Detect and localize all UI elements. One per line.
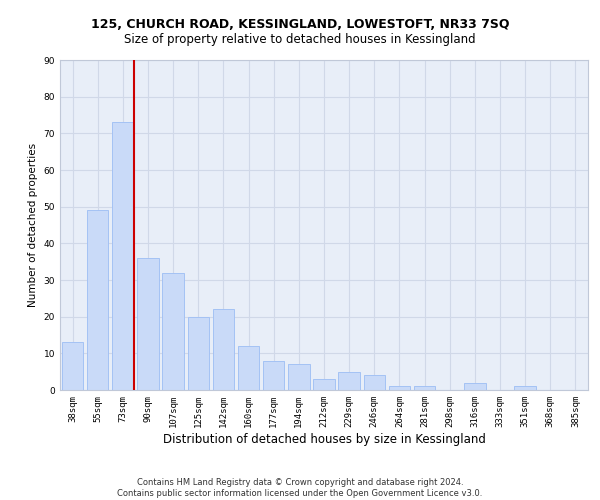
Bar (263, 360, 284, 390)
Text: Size of property relative to detached houses in Kessingland: Size of property relative to detached ho… (124, 32, 476, 46)
Y-axis label: Number of detached properties: Number of detached properties (28, 143, 38, 307)
Bar (338, 372, 360, 390)
Bar (313, 379, 335, 390)
Bar (238, 346, 259, 390)
Bar (62, 342, 83, 390)
Text: 125, CHURCH ROAD, KESSINGLAND, LOWESTOFT, NR33 7SQ: 125, CHURCH ROAD, KESSINGLAND, LOWESTOFT… (91, 18, 509, 30)
Bar (364, 376, 385, 390)
Bar (137, 258, 158, 390)
Bar (514, 386, 536, 390)
Bar (389, 386, 410, 390)
Text: Contains HM Land Registry data © Crown copyright and database right 2024.
Contai: Contains HM Land Registry data © Crown c… (118, 478, 482, 498)
Bar (112, 122, 134, 390)
Bar (414, 386, 435, 390)
Bar (188, 316, 209, 390)
Bar (87, 210, 109, 390)
Bar (464, 382, 485, 390)
Bar (163, 272, 184, 390)
Bar (213, 310, 234, 390)
X-axis label: Distribution of detached houses by size in Kessingland: Distribution of detached houses by size … (163, 432, 485, 446)
Bar (288, 364, 310, 390)
